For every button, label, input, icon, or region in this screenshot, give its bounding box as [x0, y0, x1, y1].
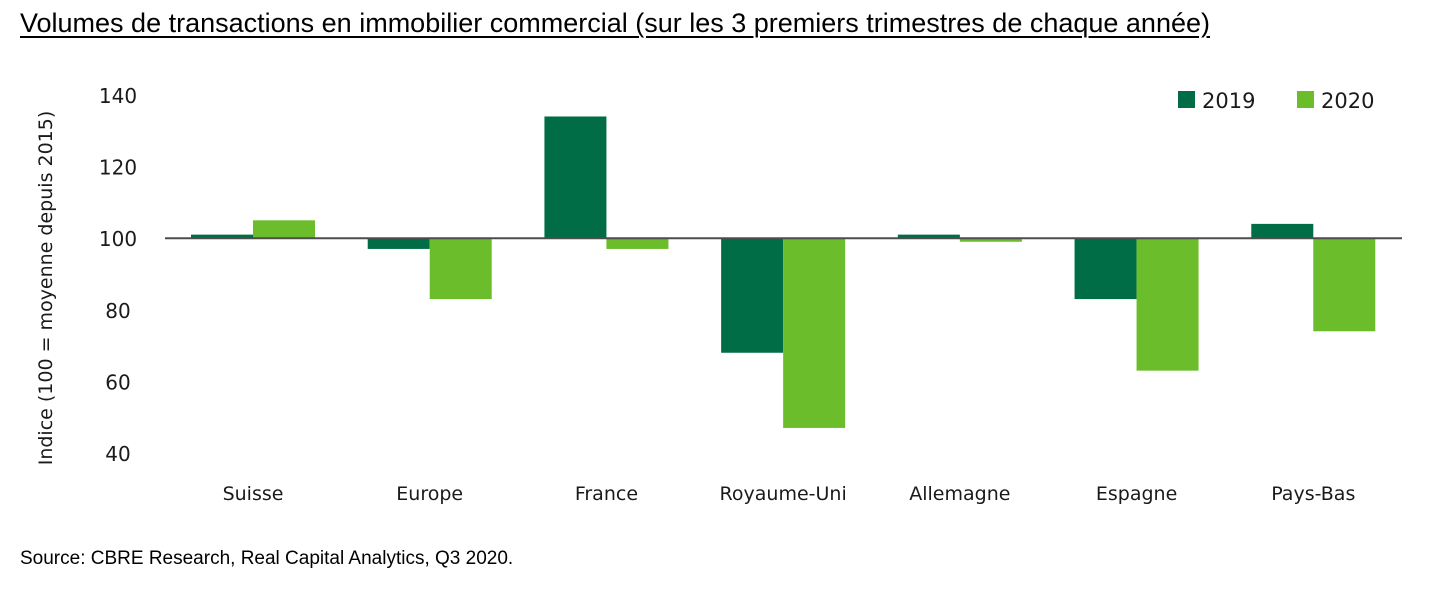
category-labels: Suisse Europe France Royaume-Uni Allemagne Es…: [223, 483, 1356, 505]
bar-pays-bas-2020: [1313, 238, 1376, 332]
legend-label-2020: 2020: [1321, 89, 1374, 113]
bar-suisse-2020: [253, 220, 315, 239]
legend-swatch-2019: [1178, 91, 1195, 108]
bars-group: [191, 116, 1376, 428]
bar-royaume-uni-2020: [783, 238, 846, 428]
y-axis-ticks: 40 60 80 100 120 140: [99, 84, 137, 466]
y-tick-label-80: 80: [105, 299, 130, 323]
category-label-pays-bas: Pays-Bas: [1271, 483, 1355, 505]
legend-label-2019: 2019: [1202, 89, 1255, 113]
bar-europe-2020: [429, 238, 492, 300]
bar-espagne-2020: [1136, 238, 1199, 371]
bar-royaume-uni-2019: [721, 238, 784, 353]
category-label-france: France: [575, 483, 638, 505]
bar-allemagne-2019: [897, 234, 960, 239]
y-tick-label-100: 100: [99, 227, 137, 251]
category-label-espagne: Espagne: [1096, 483, 1177, 505]
legend: 2019 2020: [1178, 89, 1374, 113]
y-tick-label-140: 140: [99, 84, 137, 108]
source-note: Source: CBRE Research, Real Capital Anal…: [20, 548, 514, 569]
bar-pays-bas-2019: [1251, 223, 1314, 239]
y-tick-label-40: 40: [105, 442, 130, 466]
bar-espagne-2019: [1074, 238, 1137, 300]
category-label-royaume-uni: Royaume-Uni: [720, 483, 847, 505]
y-axis-title: Indice (100 = moyenne depuis 2015): [35, 111, 57, 466]
bar-france-2019: [544, 116, 607, 239]
y-tick-label-60: 60: [105, 370, 130, 394]
category-label-suisse: Suisse: [223, 483, 284, 505]
y-axis-title-group: Indice (100 = moyenne depuis 2015): [35, 111, 57, 466]
bar-france-2020: [606, 238, 669, 249]
bar-europe-2019: [367, 238, 430, 249]
category-label-allemagne: Allemagne: [909, 483, 1010, 505]
bar-suisse-2019: [191, 234, 253, 239]
chart-title: Volumes de transactions en immobilier co…: [20, 8, 1210, 38]
legend-swatch-2020: [1297, 91, 1314, 108]
bar-allemagne-2020: [959, 238, 1022, 242]
y-tick-label-120: 120: [99, 156, 137, 180]
category-label-europe: Europe: [396, 483, 463, 505]
